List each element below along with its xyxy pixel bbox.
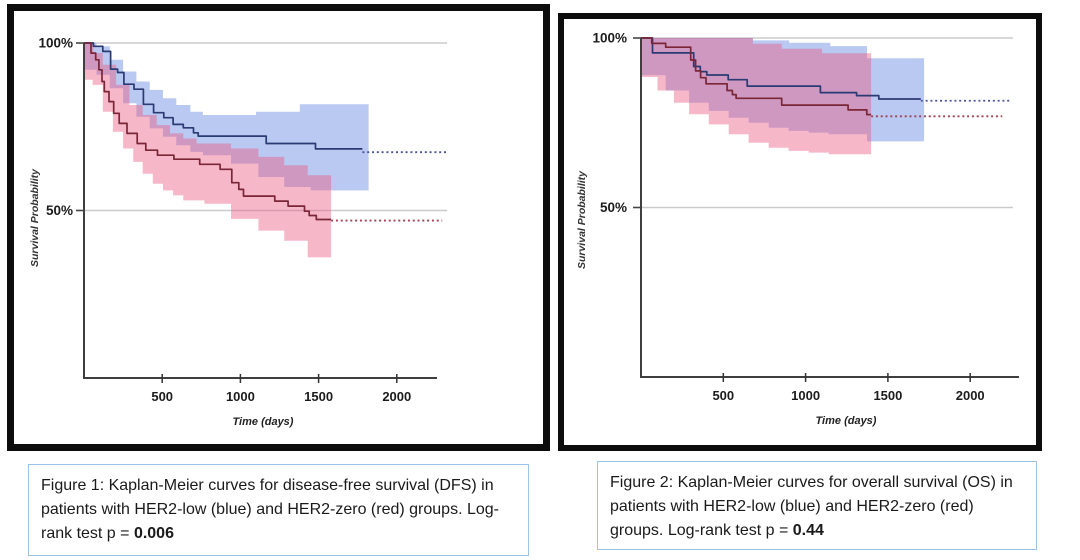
figure1-frame: [7, 4, 550, 451]
x-axis-label: Time (days): [816, 415, 877, 427]
her2-zero-curve: [641, 37, 872, 116]
x-axis-label: Time (days): [233, 416, 294, 428]
her2-zero-ci-band: [84, 43, 332, 261]
y-axis-label: Survival Probability: [576, 170, 588, 269]
x-tick-label: 500: [712, 388, 734, 403]
x-tick-label: 1500: [304, 389, 333, 404]
y-tick-label: 100%: [38, 36, 73, 51]
x-tick-label: 1500: [873, 388, 902, 403]
x-tick-label: 2000: [382, 389, 411, 404]
os-chart: 500 1000 1500 2000 100% 50% Time (days) Surviva…: [576, 31, 1019, 427]
x-tick-label: 1000: [791, 388, 820, 403]
y-axis-label: Survival Probability: [29, 168, 41, 267]
figure2-pvalue: 0.44: [792, 522, 824, 539]
x-tick-label: 1000: [226, 389, 255, 404]
x-tick-label: 2000: [956, 388, 985, 403]
her2-low-curve: [641, 37, 921, 100]
y-tick-label: 100%: [592, 31, 627, 46]
her2-zero-ci-band: [641, 38, 872, 157]
y-tick-label: 50%: [46, 203, 73, 218]
figure1-caption-text: Figure 1: Kaplan-Meier curves for diseas…: [41, 477, 499, 542]
figure2-caption-text: Figure 2: Kaplan-Meier curves for overal…: [610, 474, 1013, 539]
figure1-pvalue: 0.006: [133, 525, 174, 542]
her2-low-ci-band: [641, 38, 925, 142]
figure1-caption: Figure 1: Kaplan-Meier curves for diseas…: [28, 464, 529, 556]
y-tick-label: 50%: [600, 200, 627, 215]
her2-zero-curve: [84, 42, 332, 221]
her2-low-ci-band: [84, 43, 369, 191]
her2-low-curve: [84, 42, 363, 150]
figure2-caption: Figure 2: Kaplan-Meier curves for overal…: [597, 461, 1037, 550]
x-tick-label: 500: [151, 389, 173, 404]
dfs-chart: 500 1000 1500 2000 100% 50% Time (days) Surviva…: [29, 36, 447, 428]
